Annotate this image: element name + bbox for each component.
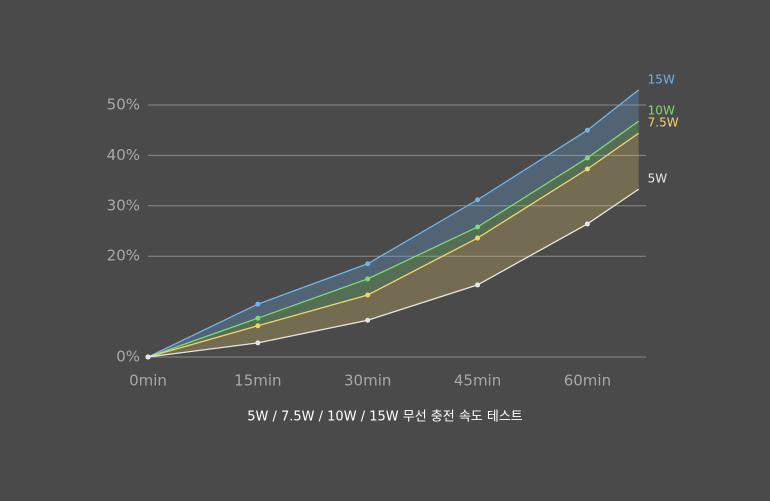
point <box>365 317 371 323</box>
y-tick-label: 30% <box>107 196 140 214</box>
series-label: 10W <box>648 104 675 118</box>
point <box>255 323 261 329</box>
point <box>365 292 371 298</box>
point <box>475 235 481 241</box>
y-tick-label: 0% <box>116 348 140 366</box>
y-tick-label: 40% <box>107 146 140 164</box>
point <box>255 340 261 346</box>
series-line <box>147 89 640 358</box>
y-tick-label: 50% <box>107 96 140 114</box>
point <box>365 261 371 267</box>
series-label: 5W <box>648 172 668 186</box>
point <box>475 197 481 203</box>
x-tick-label: 15min <box>234 372 281 390</box>
point <box>475 224 481 230</box>
area-band <box>148 133 639 357</box>
series-line <box>147 188 640 358</box>
point <box>475 282 481 288</box>
x-tick-label: 45min <box>454 372 501 390</box>
point <box>145 354 151 360</box>
point <box>584 166 590 172</box>
y-tick-label: 20% <box>107 247 140 265</box>
point <box>584 127 590 133</box>
x-tick-label: 60min <box>564 372 611 390</box>
point <box>365 276 371 282</box>
point <box>255 315 261 321</box>
series-label: 15W <box>648 72 675 86</box>
x-tick-label: 30min <box>344 372 391 390</box>
point <box>255 301 261 307</box>
chart-title: 5W / 7.5W / 10W / 15W 무선 충전 속도 테스트 <box>247 410 523 425</box>
series-line <box>147 120 640 358</box>
series-label: 7.5W <box>648 116 679 130</box>
series-line <box>147 132 640 358</box>
x-tick-label: 0min <box>129 372 167 390</box>
point <box>584 221 590 227</box>
point <box>584 155 590 161</box>
